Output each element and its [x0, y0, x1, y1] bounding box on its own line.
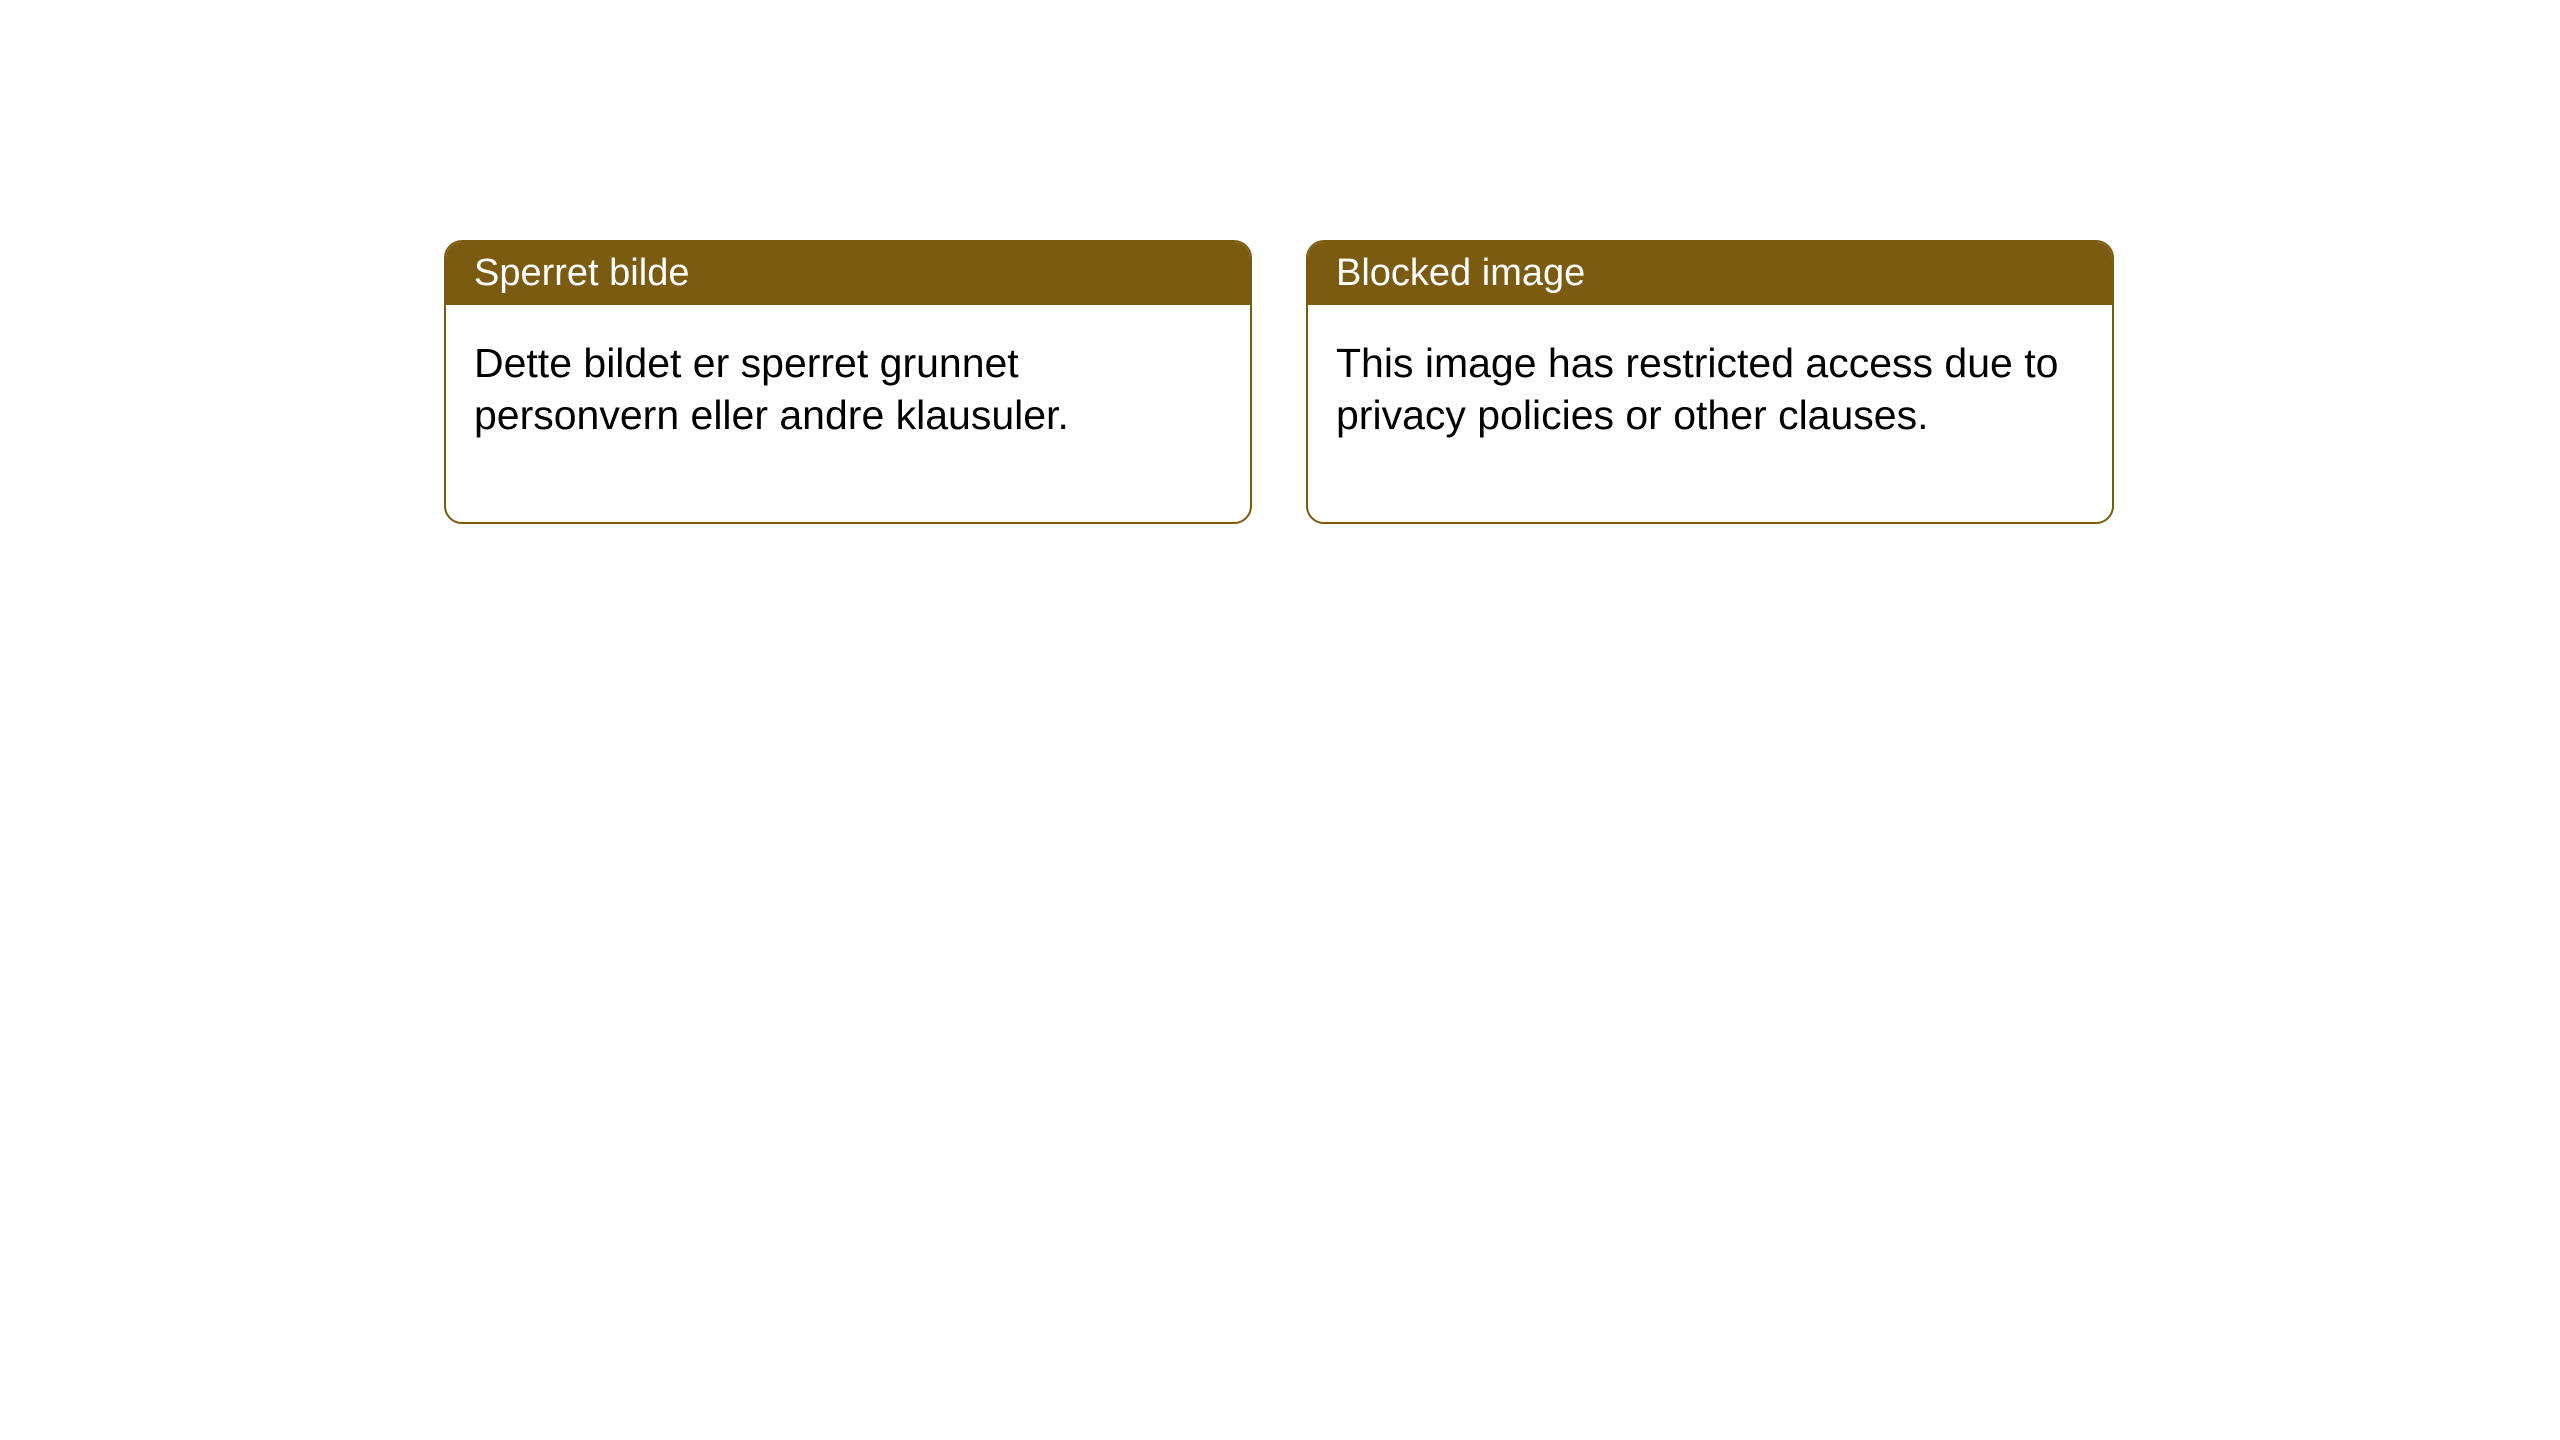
card-body-text: This image has restricted access due to … — [1336, 340, 2058, 438]
card-body: This image has restricted access due to … — [1308, 305, 2112, 522]
card-body: Dette bildet er sperret grunnet personve… — [446, 305, 1250, 522]
card-title: Blocked image — [1336, 252, 1585, 294]
card-title: Sperret bilde — [474, 252, 689, 294]
card-body-text: Dette bildet er sperret grunnet personve… — [474, 340, 1069, 438]
notice-card-english: Blocked image This image has restricted … — [1306, 240, 2114, 524]
notice-card-norwegian: Sperret bilde Dette bildet er sperret gr… — [444, 240, 1252, 524]
card-header: Sperret bilde — [446, 242, 1250, 305]
notice-cards-container: Sperret bilde Dette bildet er sperret gr… — [444, 240, 2114, 524]
card-header: Blocked image — [1308, 242, 2112, 305]
